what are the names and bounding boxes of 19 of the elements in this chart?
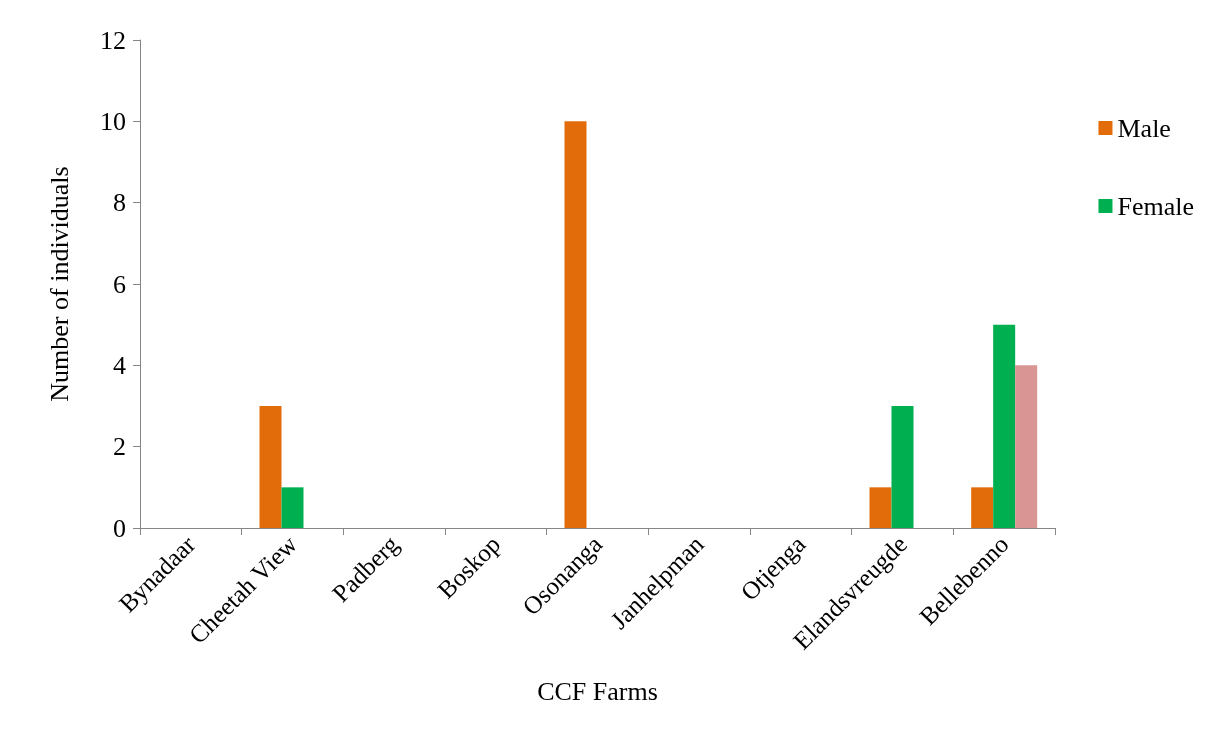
bar — [891, 406, 914, 528]
legend-label: Female — [1117, 191, 1194, 221]
bar — [993, 324, 1016, 528]
bar — [1015, 365, 1038, 528]
y-tick-label: 2 — [113, 432, 126, 462]
y-tick-label: 12 — [100, 25, 126, 55]
legend-label: Male — [1117, 113, 1171, 143]
y-tick-label: 0 — [113, 513, 126, 543]
x-axis-title: CCF Farms — [537, 676, 658, 706]
bar — [281, 487, 304, 528]
y-tick-label: 10 — [100, 106, 126, 136]
y-tick-label: 8 — [113, 188, 126, 218]
bar — [869, 487, 892, 528]
y-tick-label: 4 — [113, 350, 126, 380]
y-axis-title: Number of individuals — [44, 166, 74, 402]
bar — [259, 406, 282, 528]
bar — [971, 487, 994, 528]
bar — [564, 121, 587, 528]
y-tick-label: 6 — [113, 269, 126, 299]
